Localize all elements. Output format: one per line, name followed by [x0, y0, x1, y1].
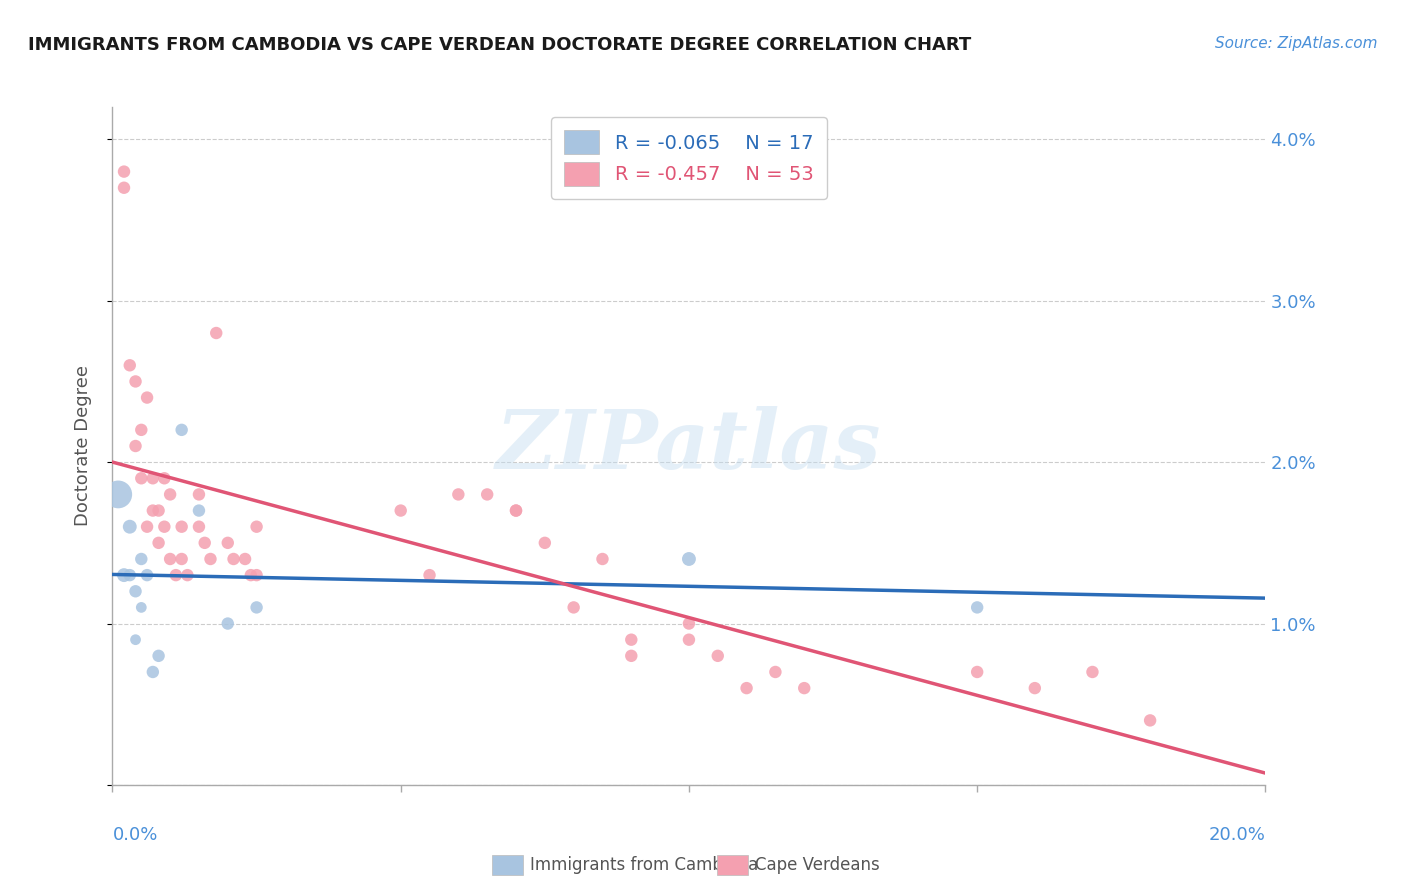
Point — [159, 552, 181, 566]
Point — [620, 632, 643, 647]
Point — [142, 471, 165, 485]
Point — [475, 487, 499, 501]
Text: Cape Verdeans: Cape Verdeans — [755, 856, 880, 874]
Point — [620, 648, 643, 663]
Y-axis label: Doctorate Degree: Doctorate Degree — [73, 366, 91, 526]
Point — [136, 568, 159, 582]
Point — [124, 632, 146, 647]
Point — [124, 439, 146, 453]
Point — [1139, 714, 1161, 728]
Point — [170, 519, 193, 533]
Point — [112, 164, 135, 178]
Point — [966, 600, 988, 615]
Point — [562, 600, 585, 615]
Point — [129, 552, 153, 566]
Point — [735, 681, 758, 695]
Point — [148, 536, 170, 550]
Point — [148, 503, 170, 517]
Point — [1024, 681, 1046, 695]
Text: 0.0%: 0.0% — [112, 826, 157, 844]
Point — [678, 552, 700, 566]
Point — [1081, 665, 1104, 679]
Point — [170, 423, 193, 437]
Point — [176, 568, 198, 582]
Point — [118, 519, 141, 533]
Point — [233, 552, 256, 566]
Point — [217, 616, 239, 631]
Point — [246, 568, 269, 582]
Point — [447, 487, 470, 501]
Point — [200, 552, 222, 566]
Point — [793, 681, 815, 695]
Text: Immigrants from Cambodia: Immigrants from Cambodia — [530, 856, 758, 874]
Point — [124, 584, 146, 599]
Point — [136, 391, 159, 405]
Point — [112, 568, 135, 582]
Point — [707, 648, 730, 663]
Point — [112, 180, 135, 194]
Point — [505, 503, 527, 517]
Point — [222, 552, 245, 566]
Point — [165, 568, 187, 582]
Point — [129, 600, 153, 615]
Point — [153, 471, 176, 485]
Point — [419, 568, 441, 582]
Point — [142, 503, 165, 517]
Point — [107, 487, 129, 501]
Point — [505, 503, 527, 517]
Point — [188, 519, 211, 533]
Point — [136, 519, 159, 533]
Text: ZIPatlas: ZIPatlas — [496, 406, 882, 486]
Point — [678, 616, 700, 631]
Text: IMMIGRANTS FROM CAMBODIA VS CAPE VERDEAN DOCTORATE DEGREE CORRELATION CHART: IMMIGRANTS FROM CAMBODIA VS CAPE VERDEAN… — [28, 36, 972, 54]
Point — [118, 568, 141, 582]
Point — [124, 375, 146, 389]
Point — [966, 665, 988, 679]
Point — [678, 632, 700, 647]
Point — [153, 519, 176, 533]
Point — [194, 536, 217, 550]
Point — [159, 487, 181, 501]
Legend: R = -0.065    N = 17, R = -0.457    N = 53: R = -0.065 N = 17, R = -0.457 N = 53 — [551, 117, 827, 199]
Text: 20.0%: 20.0% — [1209, 826, 1265, 844]
Point — [188, 487, 211, 501]
Point — [188, 503, 211, 517]
Point — [148, 648, 170, 663]
Point — [534, 536, 557, 550]
Point — [765, 665, 787, 679]
Point — [118, 359, 141, 373]
Point — [592, 552, 614, 566]
Point — [217, 536, 239, 550]
Point — [142, 665, 165, 679]
Point — [170, 552, 193, 566]
Point — [389, 503, 412, 517]
Point — [246, 600, 269, 615]
Point — [129, 423, 153, 437]
Point — [246, 519, 269, 533]
Point — [205, 326, 228, 340]
Point — [129, 471, 153, 485]
Point — [239, 568, 262, 582]
Text: Source: ZipAtlas.com: Source: ZipAtlas.com — [1215, 36, 1378, 51]
